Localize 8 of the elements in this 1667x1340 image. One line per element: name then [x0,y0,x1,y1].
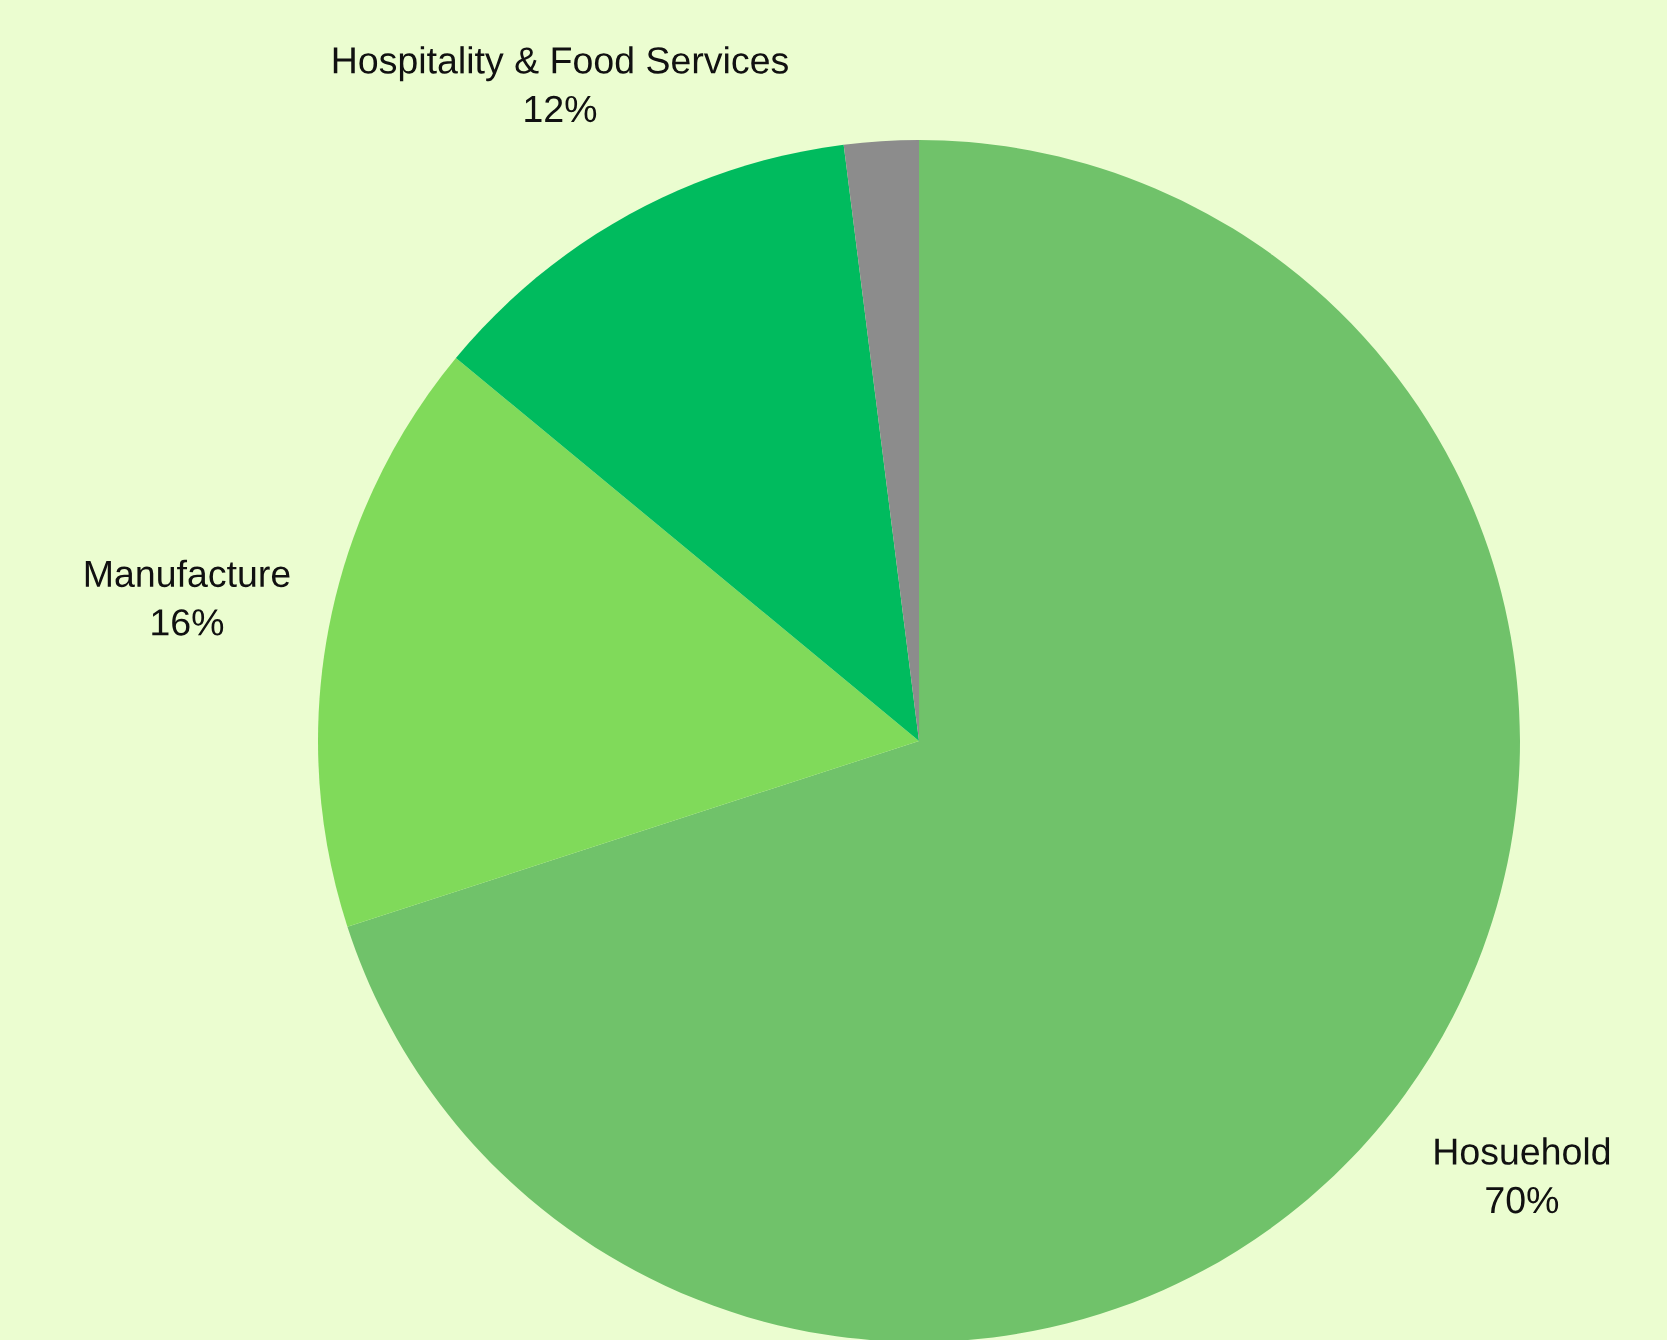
data-label: 70% [1486,1186,1559,1214]
slice-label: Manufacture [85,559,290,588]
data-label: 12% [525,95,597,123]
pie-slice [318,357,919,927]
data-label: 16% [152,609,224,636]
slice-label: Hospitality & Food Services [333,46,788,82]
pie-slice [455,144,919,741]
slice-label: Hosuehold [1435,1137,1610,1165]
